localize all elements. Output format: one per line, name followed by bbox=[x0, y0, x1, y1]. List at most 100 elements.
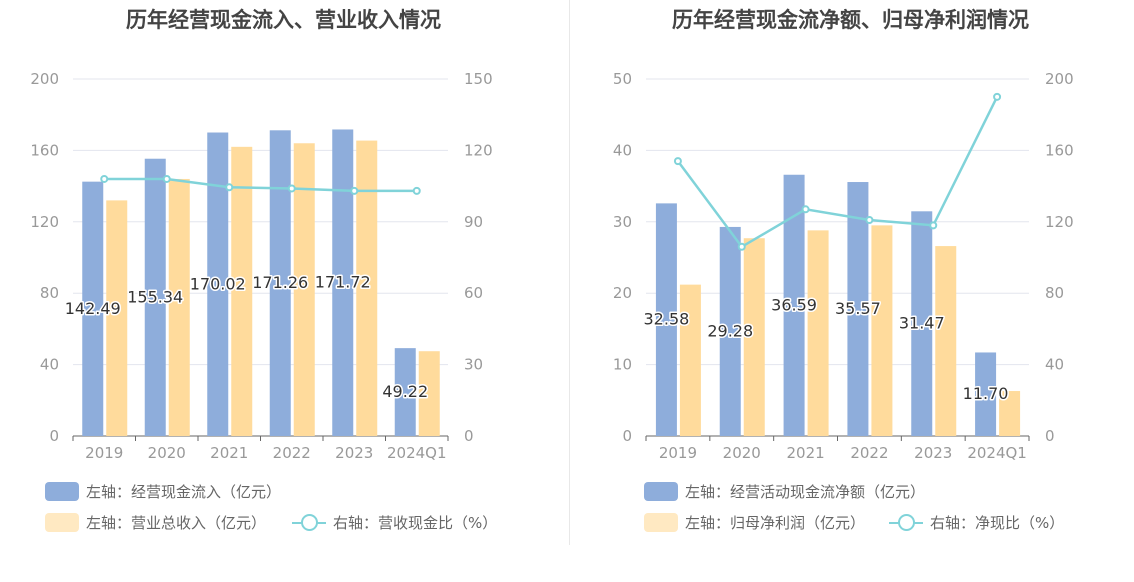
y-left-tick-label: 160 bbox=[30, 141, 59, 159]
y-left-tick-label: 50 bbox=[613, 70, 632, 88]
y-left-tick-label: 0 bbox=[49, 427, 59, 445]
bar-series-2 bbox=[871, 225, 893, 436]
data-label: 31.47 bbox=[899, 314, 945, 333]
legend-item-net-profit[interactable]: 左轴：归母净利润（亿元） bbox=[644, 511, 865, 533]
bar-series-1 bbox=[847, 182, 869, 436]
chart-title-right: 历年经营现金流净额、归母净利润情况 bbox=[672, 8, 1029, 32]
line-point bbox=[225, 183, 234, 192]
y-right-tick-label: 90 bbox=[464, 213, 483, 231]
y-left-tick-label: 200 bbox=[30, 70, 59, 88]
data-label: 171.26 bbox=[252, 273, 308, 292]
x-tick-label: 2024Q1 bbox=[967, 444, 1027, 462]
legend-line-marker-icon bbox=[889, 513, 923, 532]
bar-series-1 bbox=[82, 181, 104, 436]
data-label: 142.49 bbox=[65, 299, 121, 318]
x-tick-label: 2020 bbox=[723, 444, 761, 462]
y-left-tick-label: 0 bbox=[622, 427, 632, 445]
line-point bbox=[412, 186, 421, 195]
line-point bbox=[865, 216, 874, 225]
x-tick-label: 2022 bbox=[850, 444, 888, 462]
bar-series-2 bbox=[999, 391, 1021, 436]
bar-series-1 bbox=[655, 203, 677, 436]
x-tick-label: 2023 bbox=[914, 444, 952, 462]
y-right-tick-label: 150 bbox=[464, 70, 493, 88]
bar-series-2 bbox=[106, 200, 128, 436]
legend-item-cash-ratio[interactable]: 右轴：营收现金比（%） bbox=[292, 511, 497, 533]
x-tick-label: 2022 bbox=[273, 444, 311, 462]
x-tick-label: 2023 bbox=[335, 444, 373, 462]
chart-title-left: 历年经营现金流入、营业收入情况 bbox=[126, 8, 441, 32]
legend-left: 左轴：经营现金流入（亿元） 左轴：营业总收入（亿元） 右轴：营收现金比（%） bbox=[0, 476, 567, 546]
legend-swatch-blue bbox=[45, 481, 79, 501]
bar-series-2 bbox=[418, 351, 440, 436]
bar-series-1 bbox=[719, 226, 741, 436]
legend-label: 左轴：营业总收入（亿元） bbox=[86, 513, 267, 532]
bar-series-2 bbox=[935, 246, 957, 436]
bar-series-1 bbox=[269, 130, 291, 436]
y-right-tick-label: 120 bbox=[1045, 213, 1074, 231]
bar-series-2 bbox=[231, 146, 253, 436]
x-tick-label: 2020 bbox=[148, 444, 186, 462]
y-right-tick-label: 120 bbox=[464, 141, 493, 159]
legend-line-marker-icon bbox=[292, 513, 326, 532]
line-point bbox=[673, 157, 682, 166]
data-label: 11.70 bbox=[963, 384, 1009, 403]
chart-panel-left: 历年经营现金流入、营业收入情况 0 0 40 30 80 60 120 90 160 120 200… bbox=[0, 8, 567, 546]
legend-label: 右轴：营收现金比（%） bbox=[333, 513, 498, 532]
y-right-tick-label: 80 bbox=[1045, 284, 1064, 302]
x-tick-label: 2019 bbox=[85, 444, 123, 462]
bar-series-2 bbox=[743, 238, 765, 436]
legend-item-revenue[interactable]: 左轴：营业总收入（亿元） bbox=[45, 511, 266, 533]
bar-series-2 bbox=[168, 178, 190, 436]
line-point bbox=[100, 174, 109, 183]
bar-series-1 bbox=[144, 158, 166, 437]
line-point bbox=[350, 186, 359, 195]
legend-item-cash-inflow[interactable]: 左轴：经营现金流入（亿元） bbox=[45, 480, 281, 502]
x-tick-label: 2021 bbox=[210, 444, 248, 462]
panel-divider bbox=[569, 0, 570, 545]
bar-series-1 bbox=[975, 352, 997, 436]
legend-swatch-yellow bbox=[45, 512, 79, 532]
data-label: 36.59 bbox=[771, 295, 817, 314]
bar-series-2 bbox=[356, 140, 378, 436]
legend-label: 左轴：经营现金流入（亿元） bbox=[86, 482, 282, 501]
y-left-tick-label: 30 bbox=[613, 213, 632, 231]
y-left-tick-label: 120 bbox=[30, 213, 59, 231]
legend-right: 左轴：经营活动现金流净额（亿元） 左轴：归母净利润（亿元） 右轴：净现比（%） bbox=[567, 476, 1134, 546]
data-label: 35.57 bbox=[835, 299, 881, 318]
y-right-tick-label: 0 bbox=[1045, 427, 1055, 445]
line-point bbox=[737, 242, 746, 251]
x-tick-label: 2024Q1 bbox=[387, 444, 447, 462]
data-label: 32.58 bbox=[644, 310, 690, 329]
data-label: 49.22 bbox=[382, 382, 428, 401]
bar-series-2 bbox=[293, 143, 315, 436]
line-point bbox=[929, 221, 938, 230]
bar-series-1 bbox=[783, 174, 805, 436]
bar-series-2 bbox=[679, 284, 701, 436]
legend-item-net-cash-flow[interactable]: 左轴：经营活动现金流净额（亿元） bbox=[644, 480, 925, 502]
y-right-tick-label: 0 bbox=[464, 427, 474, 445]
legend-swatch-blue bbox=[644, 481, 678, 501]
y-left-tick-label: 10 bbox=[613, 356, 632, 374]
line-point bbox=[287, 184, 296, 193]
data-label: 170.02 bbox=[190, 274, 246, 293]
line-point bbox=[993, 92, 1002, 101]
x-tick-label: 2019 bbox=[659, 444, 697, 462]
legend-item-net-cash-ratio[interactable]: 右轴：净现比（%） bbox=[889, 511, 1064, 533]
y-right-tick-label: 200 bbox=[1045, 70, 1074, 88]
x-tick-label: 2021 bbox=[786, 444, 824, 462]
legend-label: 左轴：归母净利润（亿元） bbox=[685, 513, 866, 532]
y-left-tick-label: 40 bbox=[613, 141, 632, 159]
line-series bbox=[104, 177, 417, 193]
y-left-tick-label: 80 bbox=[40, 284, 59, 302]
chart-plot-left: 0 0 40 30 80 60 120 90 160 120 200 150 2019 2020 2021 2… bbox=[30, 70, 493, 462]
legend-label: 右轴：净现比（%） bbox=[930, 513, 1065, 532]
bar-series-1 bbox=[207, 132, 229, 437]
y-left-tick-label: 20 bbox=[613, 284, 632, 302]
y-right-tick-label: 60 bbox=[464, 284, 483, 302]
y-left-tick-label: 40 bbox=[40, 356, 59, 374]
legend-swatch-yellow bbox=[644, 512, 678, 532]
data-label: 155.34 bbox=[127, 287, 183, 306]
line-point bbox=[801, 205, 810, 214]
y-right-tick-label: 160 bbox=[1045, 141, 1074, 159]
